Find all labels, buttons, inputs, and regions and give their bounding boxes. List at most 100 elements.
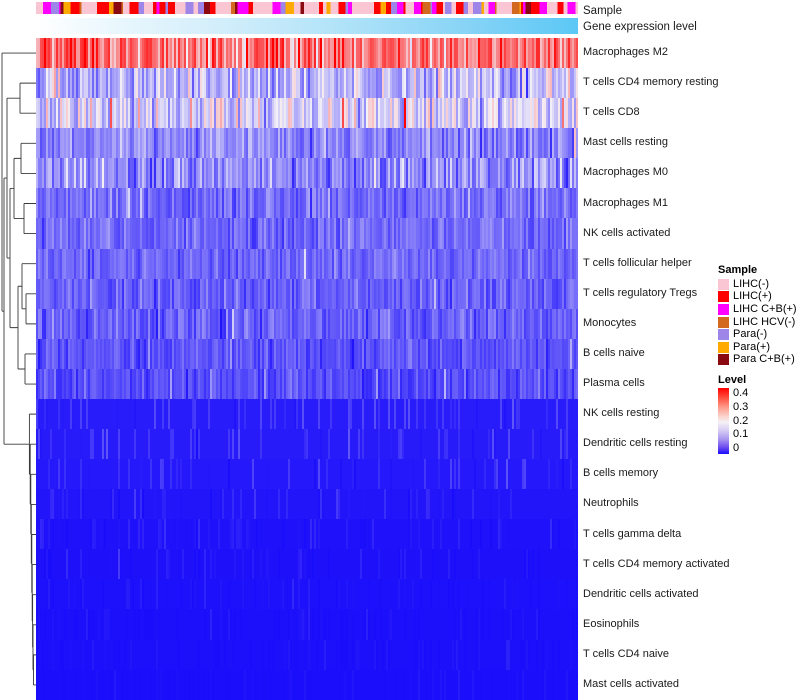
row-label: Plasma cells <box>583 377 645 389</box>
heatmap-row-cells <box>36 489 578 520</box>
sample-annotation-track <box>36 2 578 14</box>
heatmap-row-cells <box>36 368 578 399</box>
heatmap-row-cells <box>36 278 578 309</box>
sample-legend-item: Para(-) <box>718 328 800 341</box>
row-label: Mast cells activated <box>583 678 679 690</box>
legend-label: Para(+) <box>733 340 770 353</box>
row-label: NK cells activated <box>583 226 671 239</box>
row-label: Dendritic cells resting <box>583 437 688 450</box>
heatmap-row <box>36 459 578 490</box>
heatmap-row-cells <box>36 398 578 430</box>
row-dendrogram <box>0 38 36 700</box>
heatmap-row-cells <box>36 308 578 339</box>
row-label: Eosinophils <box>583 617 640 630</box>
row-label: Macrophages M1 <box>583 196 668 209</box>
heatmap-row <box>36 639 578 670</box>
sample-legend-item: LIHC(-) <box>718 278 800 291</box>
row-label: T cells follicular helper <box>583 256 692 269</box>
row-label: Macrophages M0 <box>583 166 668 179</box>
heatmap-row <box>36 669 578 700</box>
heatmap-row-cells <box>36 38 578 69</box>
row-label: Dendritic cells activated <box>583 587 699 600</box>
sample-legend-item: LIHC(+) <box>718 291 800 304</box>
sample-legend-title: Sample <box>718 264 758 276</box>
heatmap-row <box>36 68 578 99</box>
legend-label: LIHC HCV(-) <box>733 315 796 328</box>
heatmap-row-cells <box>36 188 578 219</box>
level-colorbar <box>718 388 729 455</box>
heatmap-row-cells <box>36 248 578 279</box>
heatmap-row <box>36 368 578 399</box>
row-label: T cells CD8 <box>583 106 640 119</box>
annotation-label-gene-expression: Gene expression level <box>583 21 697 33</box>
heatmap-row <box>36 98 578 129</box>
legend-label: Para C+B(+) <box>733 353 795 366</box>
heatmap-row <box>36 609 578 640</box>
heatmap-row <box>36 519 578 550</box>
heatmap-row-cells <box>36 128 578 159</box>
heatmap-row <box>36 338 578 369</box>
row-label: T cells gamma delta <box>583 527 682 540</box>
heatmap-row <box>36 278 578 309</box>
heatmap-row <box>36 188 578 219</box>
level-tick-label: 0 <box>733 442 740 455</box>
legend-label: Para(-) <box>733 328 768 341</box>
heatmap-row <box>36 158 578 189</box>
legend-panel: Sample LIHC(-) LIHC(+) LIHC C+B(+) LIHC HCV… <box>718 264 800 455</box>
legend-label: LIHC C+B(+) <box>733 302 797 315</box>
legend-swatch <box>718 341 729 353</box>
row-label: T cells CD4 memory resting <box>583 76 719 89</box>
heatmap-row-cells <box>36 459 578 490</box>
heatmap-row <box>36 218 578 249</box>
heatmap-row <box>36 489 578 520</box>
heatmap-row <box>36 549 578 580</box>
heatmap-row <box>36 38 578 69</box>
heatmap-row-cells <box>36 549 578 580</box>
row-label: T cells CD4 memory activated <box>583 557 730 570</box>
heatmap-row-cells <box>36 218 578 249</box>
row-label: NK cells resting <box>583 407 660 420</box>
heatmap-row-cells <box>36 68 578 99</box>
annotation-label-sample: Sample <box>583 5 622 17</box>
row-label: B cells naive <box>583 347 645 359</box>
heatmap-row-cells <box>36 338 578 369</box>
heatmap-row-cells <box>36 429 578 460</box>
level-tick-label: 0.1 <box>733 428 749 441</box>
row-label: Neutrophils <box>583 497 639 510</box>
heatmap-row <box>36 308 578 339</box>
legend-swatch <box>718 303 729 315</box>
row-label: Monocytes <box>583 316 637 329</box>
legend-swatch <box>718 278 729 290</box>
legend-swatch <box>718 316 729 328</box>
sample-legend-items: LIHC(-) LIHC(+) LIHC C+B(+) LIHC HCV(-) Para… <box>718 278 800 366</box>
heatmap-body <box>36 38 578 700</box>
legend-swatch <box>718 329 729 341</box>
sample-legend-item: LIHC HCV(-) <box>718 316 800 329</box>
heatmap-row-cells <box>36 98 578 129</box>
sample-legend-item: Para(+) <box>718 341 800 354</box>
heatmap-row-cells <box>36 579 578 610</box>
heatmap-row-cells <box>36 669 578 700</box>
gene-expression-annotation-track <box>36 18 578 34</box>
legend-label: LIHC(-) <box>733 277 770 290</box>
level-tick-label: 0.4 <box>733 387 749 400</box>
level-tick-labels: 0.4 0.3 0.2 0.1 0 <box>733 388 773 454</box>
row-label: T cells CD4 naive <box>583 647 669 660</box>
row-label: Mast cells resting <box>583 136 668 149</box>
level-legend: Level 0.4 0.3 0.2 0.1 0 <box>718 374 800 455</box>
heatmap-row <box>36 248 578 279</box>
heatmap-row-cells <box>36 158 578 189</box>
sample-legend-item: Para C+B(+) <box>718 354 800 367</box>
row-label: T cells regulatory Tregs <box>583 286 698 299</box>
level-tick-label: 0.3 <box>733 400 749 413</box>
legend-swatch <box>718 354 729 366</box>
heatmap-row-cells <box>36 609 578 640</box>
level-tick-label: 0.2 <box>733 414 749 427</box>
sample-legend-item: LIHC C+B(+) <box>718 303 800 316</box>
heatmap-row <box>36 579 578 610</box>
legend-swatch <box>718 291 729 303</box>
row-label-column: Sample Gene expression level Macrophages… <box>583 0 743 700</box>
legend-label: LIHC(+) <box>733 290 772 303</box>
level-legend-title: Level <box>718 374 747 387</box>
